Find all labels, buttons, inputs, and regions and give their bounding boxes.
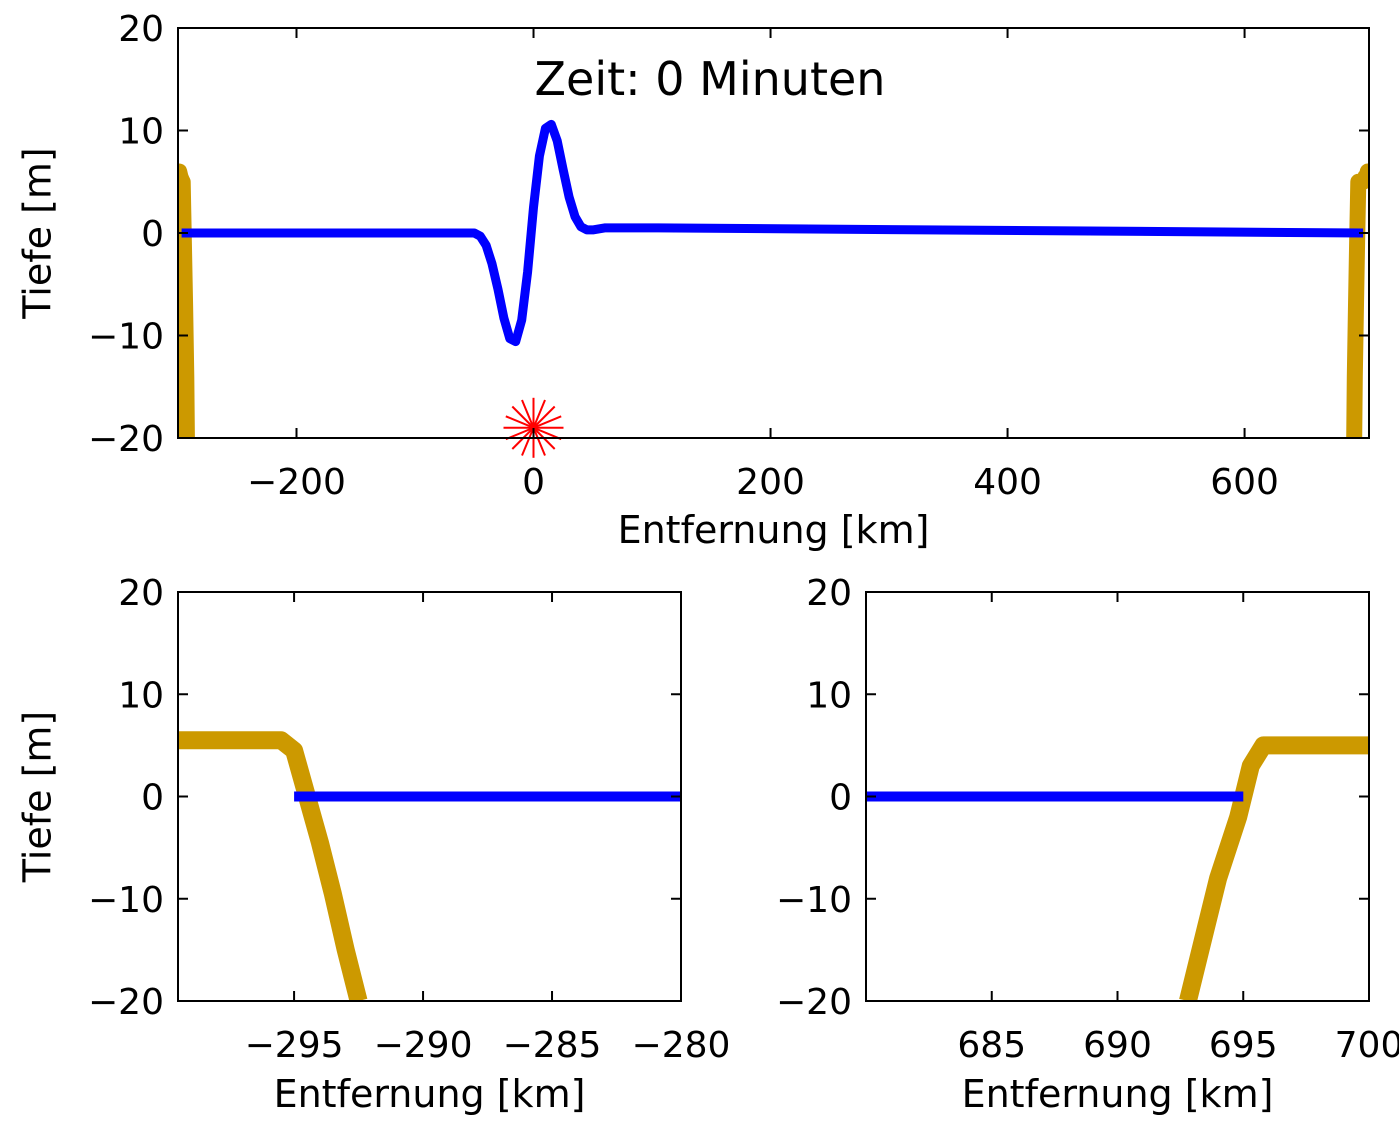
bathymetry-line-1 — [1346, 163, 1369, 438]
y-tick-label: 20 — [118, 9, 164, 50]
y-tick-label: 0 — [829, 778, 852, 819]
y-tick-label: 0 — [141, 214, 164, 255]
x-tick-label: 695 — [1209, 1025, 1278, 1066]
x-tick-label: −285 — [503, 1025, 602, 1066]
series-group — [178, 731, 681, 1001]
y-axis-label: Tiefe [m] — [16, 711, 60, 883]
x-tick-label: 600 — [1210, 462, 1279, 503]
y-tick-label: −10 — [776, 880, 852, 921]
series-group — [866, 736, 1369, 1001]
bathymetry-line-0 — [1179, 736, 1369, 1001]
y-tick-label: −20 — [88, 419, 164, 460]
x-tick-label: −295 — [245, 1025, 344, 1066]
y-tick-label: 20 — [118, 573, 164, 614]
x-tick-label: 400 — [973, 462, 1042, 503]
right-coast-chart: 685 690 695 700 −20 −10 0 10 20 Entfernung [km] — [776, 573, 1399, 1116]
x-tick-label: 685 — [957, 1025, 1026, 1066]
epicenter-marker — [503, 397, 564, 458]
y-tick-label: −20 — [88, 982, 164, 1023]
x-tick-label: 0 — [522, 462, 545, 503]
y-tick-label: 10 — [118, 112, 164, 153]
x-tick-label: 690 — [1083, 1025, 1152, 1066]
x-tick-label: −290 — [374, 1025, 473, 1066]
y-tick-label: −20 — [776, 982, 852, 1023]
x-tick-label: 700 — [1335, 1025, 1399, 1066]
bathymetry-line-0 — [178, 731, 368, 1001]
bathymetry-line-0 — [178, 163, 195, 438]
y-tick-label: 20 — [806, 573, 852, 614]
y-tick-label: −10 — [88, 880, 164, 921]
chart-title: Zeit: 0 Minuten — [535, 52, 886, 106]
left-coast-chart: −295 −290 −285 −280 −20 −10 0 10 20 Entfernung [k… — [16, 573, 731, 1116]
x-tick-label: 200 — [736, 462, 805, 503]
y-tick-label: 10 — [806, 675, 852, 716]
x-axis-label: Entfernung [km] — [274, 1072, 586, 1116]
y-tick-label: −10 — [88, 317, 164, 358]
x-axis-label: Entfernung [km] — [962, 1072, 1274, 1116]
y-tick-label: 10 — [118, 675, 164, 716]
y-tick-label: 0 — [141, 778, 164, 819]
x-tick-label: −200 — [247, 462, 346, 503]
y-axis-label: Tiefe [m] — [16, 147, 60, 319]
main-chart: −200 0 200 400 600 −20 −10 0 10 20 Entfernung [km]… — [16, 9, 1370, 552]
x-tick-label: −280 — [632, 1025, 731, 1066]
wave-line-2 — [181, 119, 1364, 347]
series-group — [178, 119, 1369, 438]
x-axis-label: Entfernung [km] — [618, 508, 930, 552]
